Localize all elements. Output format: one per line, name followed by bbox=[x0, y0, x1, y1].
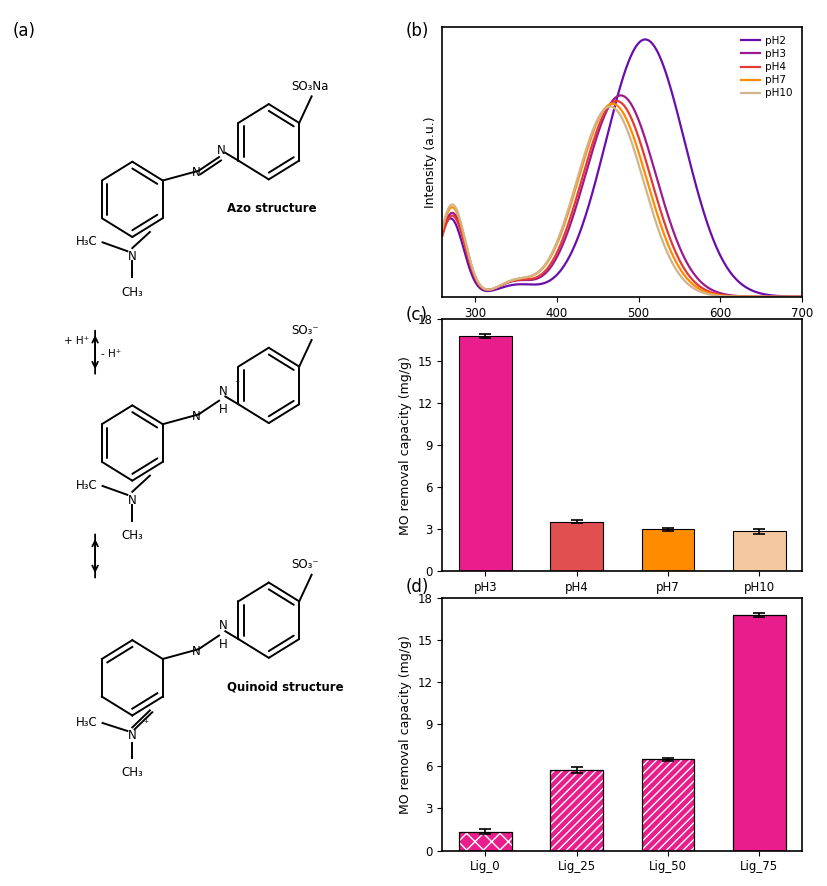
Bar bbox=[459, 832, 512, 851]
pH3 bbox=[530, 274, 540, 284]
Text: N: N bbox=[128, 251, 136, 263]
Text: ⁺: ⁺ bbox=[143, 719, 148, 729]
Text: (a): (a) bbox=[12, 22, 36, 40]
Text: SO₃⁻: SO₃⁻ bbox=[291, 558, 319, 571]
Bar bbox=[642, 530, 695, 571]
pH10 bbox=[605, 101, 615, 112]
pH7 bbox=[678, 268, 688, 279]
Line: pH2: pH2 bbox=[442, 40, 802, 297]
Bar bbox=[733, 532, 786, 571]
Text: CH₃: CH₃ bbox=[122, 766, 143, 780]
pH3 bbox=[797, 291, 807, 302]
Text: N: N bbox=[128, 729, 136, 742]
Legend: pH2, pH3, pH4, pH7, pH10: pH2, pH3, pH4, pH7, pH10 bbox=[737, 32, 797, 103]
pH2 bbox=[501, 281, 511, 291]
Text: (b): (b) bbox=[405, 22, 428, 40]
pH3 bbox=[501, 278, 511, 289]
Text: CH₃: CH₃ bbox=[122, 285, 143, 299]
Text: N: N bbox=[128, 494, 136, 507]
Text: H: H bbox=[219, 403, 227, 416]
pH2 bbox=[650, 43, 660, 53]
pH2 bbox=[678, 131, 688, 142]
Y-axis label: Intensity (a.u.): Intensity (a.u.) bbox=[424, 116, 437, 207]
pH10 bbox=[678, 274, 688, 284]
pH10 bbox=[530, 268, 540, 279]
pH2 bbox=[797, 291, 807, 302]
Line: pH4: pH4 bbox=[442, 101, 802, 297]
pH4 bbox=[797, 291, 807, 302]
pH4 bbox=[501, 278, 511, 289]
pH3 bbox=[616, 90, 626, 101]
pH2 bbox=[530, 279, 540, 290]
pH7 bbox=[650, 202, 660, 213]
X-axis label: Wavelength (nm): Wavelength (nm) bbox=[568, 325, 676, 338]
Text: N: N bbox=[192, 410, 201, 423]
Bar bbox=[642, 759, 695, 851]
Text: N: N bbox=[217, 144, 226, 157]
pH10 bbox=[501, 277, 511, 288]
Text: (c): (c) bbox=[405, 306, 428, 323]
Bar bbox=[733, 615, 786, 851]
Text: SO₃⁻: SO₃⁻ bbox=[291, 323, 319, 337]
pH3 bbox=[600, 109, 610, 120]
Bar bbox=[733, 615, 786, 851]
Bar bbox=[459, 832, 512, 851]
Text: SO₃Na: SO₃Na bbox=[291, 80, 329, 93]
Text: (d): (d) bbox=[405, 578, 428, 595]
Text: H₃C: H₃C bbox=[75, 478, 98, 492]
Text: N: N bbox=[219, 619, 227, 633]
Text: ⁺: ⁺ bbox=[234, 379, 240, 389]
pH4 bbox=[530, 273, 540, 284]
Text: CH₃: CH₃ bbox=[122, 529, 143, 542]
Line: pH7: pH7 bbox=[442, 104, 802, 297]
pH7 bbox=[600, 103, 610, 113]
pH7 bbox=[709, 289, 719, 299]
pH4 bbox=[600, 106, 610, 117]
Y-axis label: MO removal capacity (mg/g): MO removal capacity (mg/g) bbox=[399, 356, 412, 534]
Text: Azo structure: Azo structure bbox=[227, 202, 317, 214]
pH7 bbox=[530, 269, 540, 280]
pH10 bbox=[437, 222, 447, 232]
pH4 bbox=[437, 230, 447, 241]
Text: - H⁺: - H⁺ bbox=[101, 349, 122, 360]
pH10 bbox=[600, 104, 610, 114]
pH2 bbox=[437, 227, 447, 237]
pH2 bbox=[709, 236, 719, 246]
pH4 bbox=[709, 288, 719, 299]
Text: H: H bbox=[219, 638, 227, 651]
Text: + H⁺: + H⁺ bbox=[64, 336, 89, 346]
Bar bbox=[642, 759, 695, 851]
pH10 bbox=[797, 291, 807, 302]
pH7 bbox=[797, 291, 807, 302]
pH2 bbox=[600, 138, 610, 149]
pH4 bbox=[650, 187, 660, 198]
pH7 bbox=[437, 224, 447, 235]
Bar bbox=[550, 770, 603, 851]
Text: Quinoid structure: Quinoid structure bbox=[227, 680, 344, 693]
Y-axis label: MO removal capacity (mg/g): MO removal capacity (mg/g) bbox=[399, 635, 412, 813]
Line: pH3: pH3 bbox=[442, 96, 802, 297]
pH10 bbox=[709, 290, 719, 300]
Text: N: N bbox=[192, 167, 201, 179]
Text: H₃C: H₃C bbox=[75, 235, 98, 248]
Text: N: N bbox=[192, 645, 201, 657]
pH3 bbox=[709, 285, 719, 296]
pH3 bbox=[678, 250, 688, 260]
Line: pH10: pH10 bbox=[442, 106, 802, 297]
Text: H₃C: H₃C bbox=[75, 716, 98, 728]
pH7 bbox=[608, 98, 618, 109]
Bar bbox=[550, 522, 603, 571]
pH3 bbox=[650, 167, 660, 177]
pH7 bbox=[501, 277, 511, 288]
pH3 bbox=[437, 228, 447, 238]
pH2 bbox=[640, 35, 650, 45]
Bar bbox=[550, 770, 603, 851]
pH10 bbox=[650, 214, 660, 225]
Text: N: N bbox=[219, 385, 227, 398]
Bar bbox=[459, 336, 512, 571]
pH4 bbox=[612, 96, 622, 106]
pH4 bbox=[678, 261, 688, 272]
